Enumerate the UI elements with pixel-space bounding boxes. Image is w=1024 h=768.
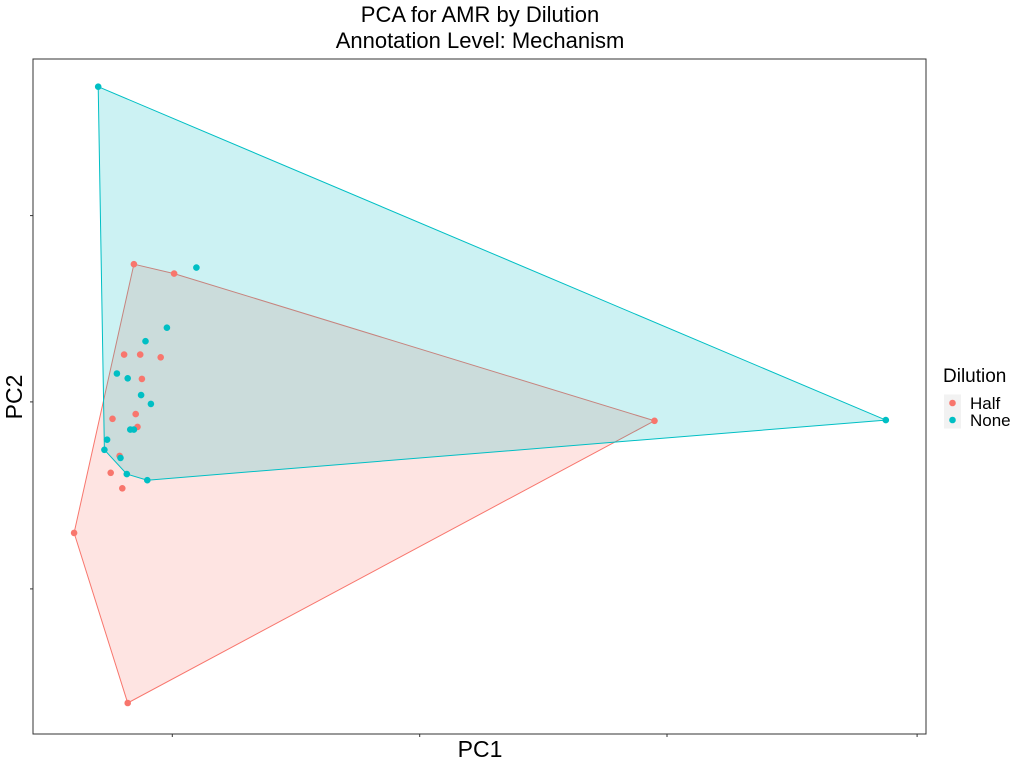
point-half-9 [138,375,146,383]
point-half-10 [109,415,116,423]
hull-none [97,85,886,481]
point-none-5 [142,337,149,345]
chart-subtitle: Annotation Level: Mechanism [336,28,625,53]
point-half-14 [107,469,114,477]
plot-panel-border [32,58,927,735]
point-half-7 [136,351,144,358]
point-none-11 [130,426,138,433]
points-layer [70,83,890,707]
point-none-14 [117,454,124,462]
y-axis-label: PC2 [1,375,27,420]
point-half-6 [120,351,128,358]
point-none-1 [94,83,102,90]
point-half-1 [70,529,78,537]
point-half-3 [651,417,658,425]
point-none-7 [124,375,131,382]
legend-label-none: None [970,411,1011,430]
point-none-9 [147,400,155,408]
chart-title: PCA for AMR by Dilution [361,2,599,27]
legend-key-half [949,399,956,407]
point-half-8 [157,354,164,361]
legend-label-half: Half [970,394,1001,413]
hull-half [73,263,656,704]
point-half-2 [124,699,131,707]
point-half-11 [132,410,139,418]
point-half-15 [119,485,126,492]
legend-title: Dilution [943,366,1006,387]
point-none-4 [163,324,171,332]
point-none-15 [123,470,131,478]
point-half-4 [130,260,138,268]
legend-key-none [949,416,956,424]
point-half-5 [170,270,178,277]
x-axis-label: PC1 [458,736,503,762]
point-none-12 [103,436,111,444]
point-none-2 [882,416,890,424]
point-none-13 [101,446,108,454]
point-none-3 [193,264,200,271]
point-none-6 [113,370,121,377]
point-none-8 [137,391,145,399]
point-none-16 [144,476,151,484]
ticks-layer [30,215,918,737]
hulls-layer [73,85,886,704]
